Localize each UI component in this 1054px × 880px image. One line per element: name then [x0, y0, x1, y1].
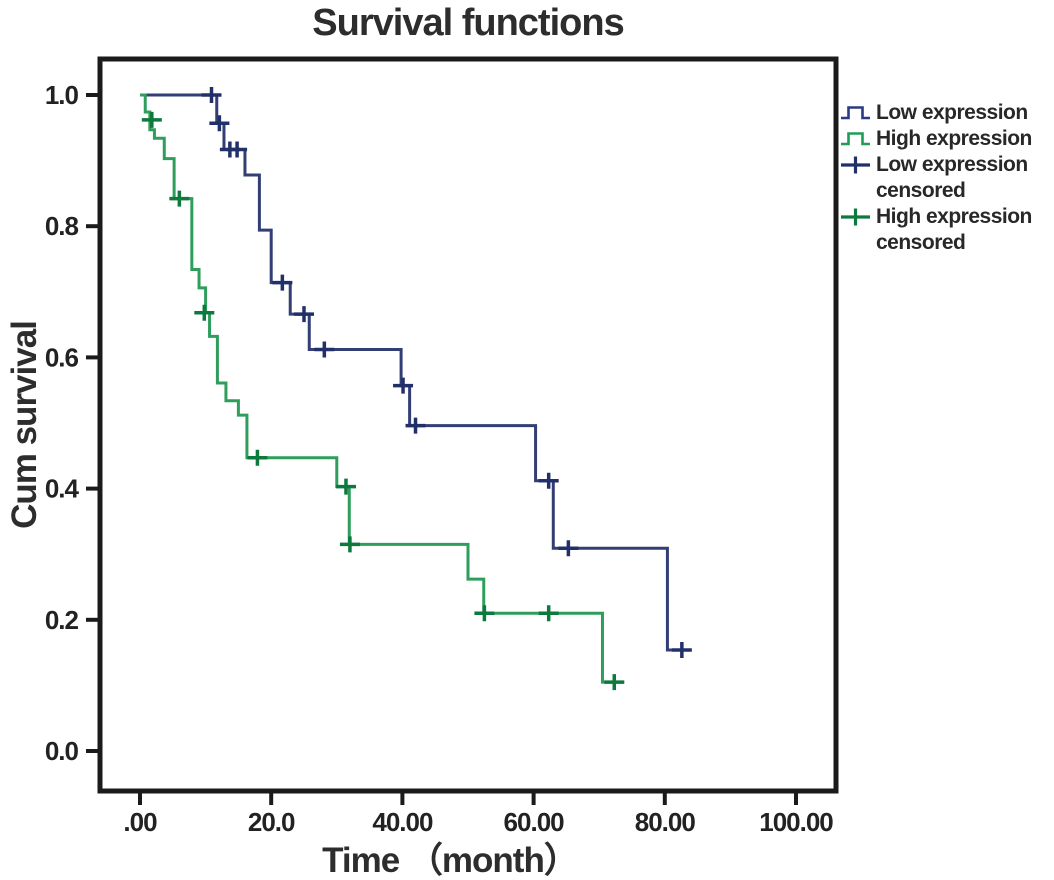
x-tick-label-60.00: 60.00	[504, 807, 565, 837]
censor-mark-low-expression	[209, 115, 230, 132]
censor-mark-low-expression	[538, 472, 559, 489]
censor-mark-low-expression	[558, 540, 579, 557]
censor-mark-high-expression	[194, 304, 215, 321]
legend: Low expression High expression Low expre…	[840, 100, 1054, 256]
low-expression-censored-plus-icon	[841, 156, 870, 174]
censor-mark-low-expression	[671, 641, 692, 658]
censor-mark-high-expression	[474, 605, 495, 622]
legend-item-high-expression: High expression	[840, 126, 1054, 152]
censor-mark-high-expression	[604, 674, 625, 691]
y-tick-label-0.0: 0.0	[45, 736, 79, 766]
censor-mark-high-expression	[538, 605, 559, 622]
series-path-high-expression	[140, 93, 617, 684]
plot-frame	[97, 56, 839, 794]
legend-label-low-expression: Low expression	[876, 101, 1028, 124]
censor-mark-high-expression	[339, 536, 360, 553]
y-tick-label-0.8: 0.8	[45, 211, 79, 241]
censor-mark-low-expression	[314, 341, 335, 358]
x-axis-label: Time （month）	[322, 841, 579, 880]
legend-item-low-expression-censored: Low expression censored	[840, 152, 1054, 204]
censor-mark-low-expression	[294, 306, 314, 323]
legend-item-low-expression: Low expression	[840, 100, 1054, 126]
censor-mark-high-expression	[335, 478, 356, 495]
x-tick-label-.00: .00	[123, 807, 157, 837]
censor-mark-low-expression	[201, 87, 222, 103]
censor-mark-low-expression	[393, 377, 414, 394]
series-path-low-expression	[140, 93, 684, 652]
x-tick-label-100.00: 100.00	[759, 807, 833, 837]
chart-title: Survival functions	[312, 2, 624, 44]
x-tick-label-80.00: 80.00	[635, 807, 696, 837]
y-tick-label-0.2: 0.2	[45, 605, 79, 635]
x-tick-label-20.0: 20.0	[248, 807, 295, 837]
high-expression-step-icon	[841, 132, 870, 146]
y-tick-label-0.4: 0.4	[45, 474, 80, 504]
low-expression-step-icon	[841, 106, 870, 120]
y-tick-label-0.6: 0.6	[45, 342, 79, 372]
legend-label-high-expression: High expression	[876, 127, 1032, 150]
high-expression-censored-plus-icon	[841, 208, 870, 226]
legend-label-high-expression-censored: High expression censored	[876, 205, 1032, 254]
censor-mark-high-expression	[247, 449, 268, 466]
x-tick-label-40.00: 40.00	[372, 807, 433, 837]
censor-mark-low-expression	[272, 274, 293, 291]
y-tick-label-1.0: 1.0	[45, 80, 79, 110]
censor-mark-low-expression	[405, 417, 426, 434]
legend-label-low-expression-censored: Low expression censored	[876, 153, 1028, 202]
censor-mark-low-expression	[227, 141, 248, 158]
legend-item-high-expression-censored: High expression censored	[840, 204, 1054, 256]
censor-mark-high-expression	[169, 190, 190, 207]
censor-mark-high-expression	[141, 111, 162, 128]
